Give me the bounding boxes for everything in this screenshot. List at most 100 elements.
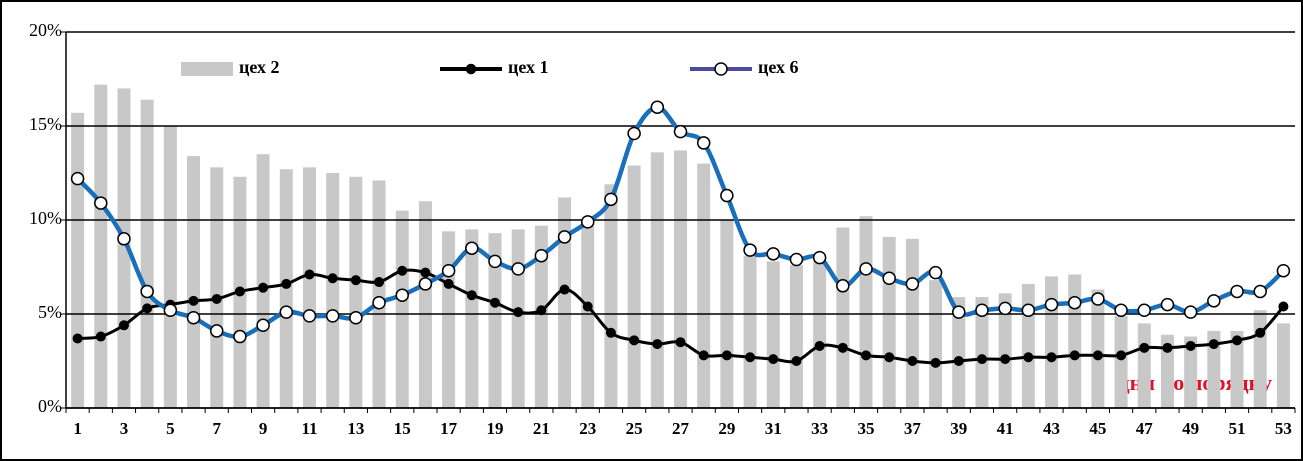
x-tick-label: 13 [347, 419, 364, 438]
point [698, 350, 709, 361]
point [1092, 350, 1103, 361]
x-tick-label: 21 [533, 419, 550, 438]
point [420, 267, 431, 278]
point [1021, 303, 1036, 317]
bar [813, 261, 827, 408]
point [1044, 297, 1059, 312]
point [1278, 301, 1289, 312]
point [465, 241, 479, 255]
point [186, 311, 201, 325]
bar [929, 280, 943, 408]
bar [998, 293, 1012, 408]
point [95, 331, 106, 342]
bar [534, 225, 548, 408]
point [721, 350, 732, 361]
point [812, 250, 827, 265]
point [441, 264, 456, 278]
point [1137, 303, 1152, 317]
x-tick-label: 3 [120, 419, 129, 438]
bar [604, 184, 618, 408]
bar [488, 233, 502, 408]
bar [511, 229, 525, 408]
point [859, 262, 873, 276]
bar [210, 167, 224, 408]
x-tick-label: 5 [166, 419, 175, 438]
point [513, 307, 524, 318]
bar [1045, 276, 1059, 408]
bar [558, 197, 572, 408]
point [1208, 339, 1219, 350]
point [884, 352, 895, 363]
point [536, 305, 547, 316]
bar [952, 297, 966, 408]
x-tick-label: 31 [765, 419, 782, 438]
point [350, 275, 361, 286]
point [627, 126, 641, 141]
legend-marker [465, 63, 477, 75]
y-tick-label: 0% [38, 396, 62, 416]
legend-swatch [181, 62, 233, 76]
x-tick-label: 27 [672, 419, 690, 438]
point [1255, 327, 1266, 338]
point [905, 277, 920, 291]
point [557, 230, 572, 244]
bar [650, 152, 664, 408]
x-tick-label: 29 [718, 419, 735, 438]
point [1230, 284, 1244, 299]
bar [1276, 323, 1290, 408]
point [1091, 292, 1105, 306]
bar [71, 112, 85, 408]
bar [674, 150, 687, 408]
bar [302, 167, 316, 408]
bar [905, 238, 919, 408]
point [1185, 340, 1196, 351]
point [325, 309, 340, 323]
point [1276, 264, 1291, 278]
x-tick-label: 43 [1043, 419, 1060, 438]
point [953, 356, 964, 366]
bar [1068, 274, 1082, 408]
point [861, 350, 872, 361]
point [443, 278, 454, 289]
point [349, 311, 363, 325]
point [233, 329, 247, 344]
point [209, 324, 224, 338]
point [604, 192, 618, 207]
point [142, 303, 153, 314]
point [675, 337, 686, 348]
x-tick-label: 39 [950, 419, 967, 438]
point [559, 284, 570, 295]
point [534, 248, 549, 263]
point [256, 318, 270, 333]
point [118, 320, 129, 331]
point [952, 305, 966, 319]
point [907, 356, 918, 366]
point [466, 290, 477, 301]
bar [581, 221, 595, 408]
x-tick-label: 37 [904, 419, 922, 438]
bar [442, 231, 456, 408]
bar [766, 261, 780, 408]
bar [395, 210, 409, 408]
point [1114, 303, 1128, 317]
x-tick-label: 19 [486, 419, 503, 438]
bar [743, 255, 757, 408]
x-tick-label: 45 [1089, 419, 1106, 438]
point [745, 352, 756, 363]
bar [789, 265, 803, 408]
point [580, 215, 595, 229]
point [789, 252, 804, 267]
point [928, 265, 943, 280]
bar [1137, 323, 1151, 408]
point [1232, 335, 1243, 346]
point [1160, 297, 1175, 312]
point [279, 305, 294, 319]
point [489, 297, 500, 308]
point [882, 271, 896, 286]
point [837, 342, 848, 353]
x-tick-label: 15 [394, 419, 411, 438]
bar [882, 236, 896, 408]
x-tick-label: 7 [212, 419, 221, 438]
bar [1160, 334, 1174, 408]
